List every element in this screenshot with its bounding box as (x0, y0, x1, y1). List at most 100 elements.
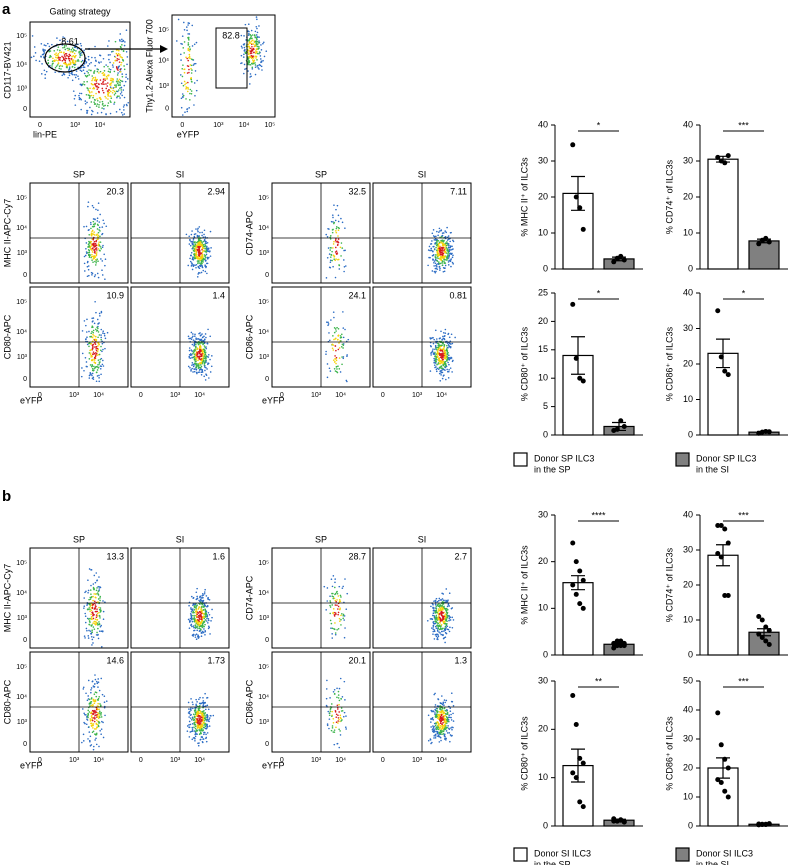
data-point (611, 259, 617, 265)
event-dot (199, 600, 201, 603)
event-dot (443, 621, 446, 623)
event-dot (201, 260, 203, 263)
event-dot (99, 349, 102, 352)
event-dot (198, 614, 200, 617)
data-point (725, 593, 731, 598)
axis-label: eYFP (20, 760, 43, 770)
y-tick-label: 10⁴ (16, 62, 27, 69)
event-dot (196, 712, 198, 715)
event-dot (92, 723, 95, 725)
event-dot (77, 58, 79, 61)
event-dot (94, 300, 96, 303)
event-dot (432, 614, 434, 617)
event-dot (205, 253, 208, 256)
event-dot (193, 370, 196, 373)
event-dot (443, 250, 446, 253)
event-dot (112, 87, 115, 89)
event-dot (197, 616, 200, 619)
event-dot (90, 223, 92, 226)
event-dot (88, 90, 91, 92)
event-dot (435, 722, 437, 725)
event-dot (340, 333, 343, 336)
event-dot (87, 249, 90, 251)
event-dot (91, 638, 94, 641)
event-dot (447, 235, 450, 237)
event-dot (438, 597, 441, 600)
event-dot (95, 244, 98, 247)
event-dot (255, 42, 258, 44)
column-header: SP (73, 534, 85, 544)
event-dot (196, 229, 199, 231)
event-dot (430, 249, 433, 252)
event-dot (427, 249, 430, 251)
event-dot (255, 40, 257, 42)
event-dot (335, 231, 338, 234)
y-tick-label: 10³ (17, 85, 28, 92)
event-dot (122, 59, 124, 61)
event-dot (94, 76, 97, 79)
gate (215, 27, 248, 89)
event-dot (432, 258, 434, 260)
event-dot (243, 63, 246, 66)
significance: * (597, 288, 601, 298)
event-dot (103, 695, 106, 698)
event-dot (339, 335, 342, 337)
event-dot (42, 48, 44, 51)
event-dot (188, 736, 191, 738)
event-dot (106, 90, 109, 92)
event-dot (98, 695, 100, 698)
event-dot (199, 368, 202, 371)
event-dot (116, 96, 118, 99)
event-dot (437, 615, 440, 617)
event-dot (448, 342, 451, 345)
event-dot (441, 264, 444, 266)
event-dot (191, 69, 193, 71)
event-dot (186, 108, 188, 111)
event-dot (107, 70, 110, 73)
event-dot (96, 103, 99, 105)
event-dot (343, 619, 345, 621)
event-dot (189, 612, 192, 615)
event-dot (210, 715, 212, 717)
event-dot (206, 605, 209, 608)
event-dot (200, 355, 203, 357)
event-dot (445, 246, 448, 249)
event-dot (189, 48, 191, 51)
event-dot (200, 365, 203, 368)
event-dot (435, 607, 438, 610)
event-dot (451, 248, 454, 251)
event-dot (43, 51, 46, 53)
event-dot (438, 715, 441, 718)
event-dot (432, 621, 434, 623)
event-dot (204, 619, 207, 621)
event-dot (203, 591, 206, 593)
event-dot (247, 23, 250, 26)
event-dot (441, 260, 444, 263)
event-dot (445, 607, 448, 610)
event-dot (97, 83, 100, 85)
event-dot (331, 250, 333, 253)
event-dot (90, 617, 93, 620)
y-tick-label: 10⁵ (258, 299, 269, 306)
event-dot (448, 259, 450, 262)
event-dot (100, 247, 102, 250)
event-dot (435, 709, 438, 712)
event-dot (244, 23, 247, 26)
event-dot (87, 679, 90, 682)
event-dot (205, 242, 208, 245)
event-dot (446, 708, 448, 711)
event-dot (437, 257, 439, 260)
event-dot (83, 605, 86, 608)
event-dot (325, 277, 328, 279)
event-dot (195, 253, 198, 255)
event-dot (109, 83, 111, 86)
data-point (715, 523, 721, 528)
event-dot (337, 258, 339, 261)
event-dot (89, 245, 92, 248)
event-dot (102, 244, 104, 247)
axis-label: Thy1.2-Alexa Fluor 700 (144, 19, 154, 113)
event-dot (199, 696, 201, 699)
significance: **** (591, 510, 606, 520)
event-dot (446, 625, 449, 628)
event-dot (329, 235, 332, 237)
